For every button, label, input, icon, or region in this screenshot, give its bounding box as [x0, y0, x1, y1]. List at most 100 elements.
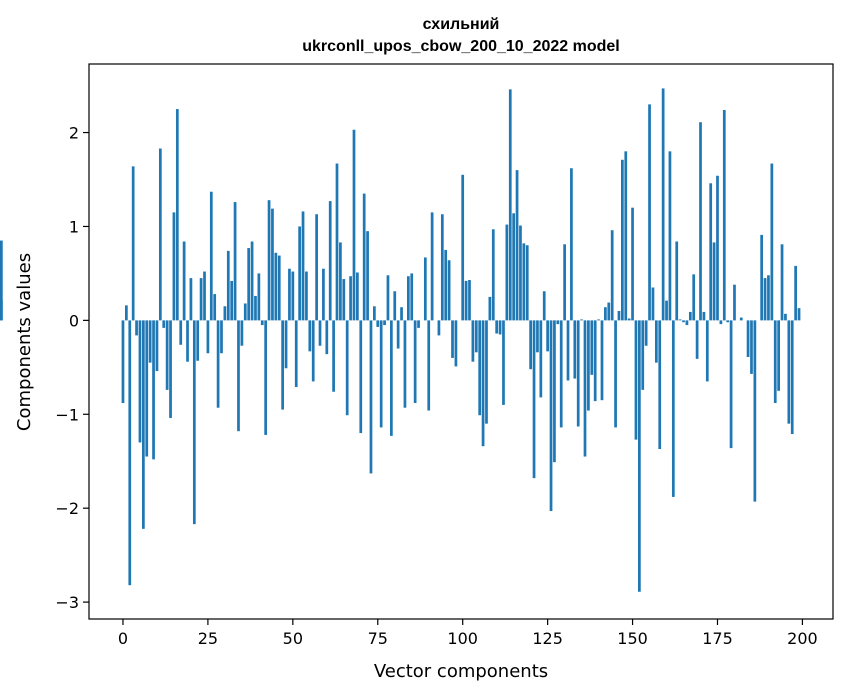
bar-1: [125, 305, 128, 321]
bar-108: [488, 296, 492, 321]
bar-116: [515, 170, 519, 321]
bar-107: [485, 320, 488, 424]
bar-124: [542, 291, 546, 321]
bar-157: [654, 320, 658, 363]
bar-65: [342, 279, 346, 321]
bar-19: [186, 320, 189, 362]
bar-122: [536, 320, 539, 353]
x-axis-label: Vector components: [374, 661, 548, 682]
bar-3: [131, 166, 135, 321]
bar-70: [359, 320, 363, 434]
bar-169: [695, 320, 699, 359]
bar-93: [437, 320, 441, 336]
bar-21: [192, 320, 196, 525]
bar-83: [403, 320, 407, 408]
bar-72: [366, 231, 369, 321]
bar-139: [593, 320, 597, 402]
bar-18: [182, 241, 186, 321]
bar-91: [430, 212, 434, 321]
bar-69: [356, 272, 359, 321]
bar-198: [794, 265, 797, 321]
bar-25: [206, 320, 210, 354]
bar-151: [634, 320, 638, 440]
x-tick-label-0: 0: [118, 629, 128, 648]
bar-147: [621, 159, 624, 321]
x-tick-label-200: 200: [787, 629, 818, 648]
bar-188: [760, 234, 764, 321]
bar-152: [638, 320, 641, 592]
bar-52: [298, 226, 301, 321]
bar-103: [471, 320, 475, 362]
bar-140: [597, 319, 600, 321]
bar-79: [390, 320, 393, 436]
bar-176: [719, 320, 723, 325]
bar-199: [797, 308, 801, 321]
bar-146: [617, 310, 621, 321]
bar-166: [685, 320, 689, 326]
bar-177: [722, 110, 726, 321]
bar-56: [311, 320, 315, 382]
bar-190: [767, 275, 770, 321]
bar-125: [546, 320, 549, 352]
bar-191: [770, 163, 774, 321]
bar-98: [454, 320, 458, 367]
bar-155: [648, 104, 651, 321]
bar-30: [223, 306, 227, 321]
bar-168: [692, 274, 696, 321]
bar-84: [406, 276, 410, 321]
bar-143: [607, 302, 611, 321]
bar-193: [777, 320, 780, 391]
bar-136: [583, 320, 587, 457]
x-axis-ticks: 0 25 50 75 100 125 150 175 200: [118, 619, 818, 648]
bar-126: [549, 320, 553, 511]
bar-149: [627, 318, 631, 321]
bar-148: [624, 151, 628, 321]
bar-180: [733, 284, 736, 321]
bar-59: [322, 268, 325, 321]
bar-82: [400, 307, 403, 321]
bar-13: [165, 320, 169, 390]
bar-17: [179, 320, 183, 345]
bar-36: [243, 303, 247, 321]
bar-14: [169, 320, 172, 419]
bar-159: [661, 88, 665, 321]
bar-73: [369, 320, 373, 474]
bar-48: [284, 320, 288, 369]
bar-110: [495, 320, 499, 334]
bar-38: [250, 241, 254, 321]
bar-5: [138, 320, 142, 443]
bar-76: [379, 320, 383, 428]
bar-41: [260, 320, 264, 326]
bar-101: [464, 280, 468, 321]
bar-174: [712, 242, 716, 321]
bar-57: [315, 214, 318, 321]
bar-104: [474, 320, 478, 353]
bar-123: [539, 320, 543, 398]
bar-192: [773, 320, 777, 404]
bar-32: [230, 280, 234, 321]
bar-135: [580, 319, 583, 321]
y-tick-label--1: −1: [55, 405, 79, 424]
bar-55: [308, 320, 312, 352]
bar-20: [189, 278, 193, 321]
bar-129: [559, 320, 563, 428]
bar-185: [750, 320, 753, 374]
bar-145: [614, 320, 617, 428]
chart-title-line-2: ukrconll_upos_cbow_200_10_2022 model: [302, 38, 619, 55]
bar-53: [301, 211, 305, 321]
bar-114: [508, 89, 512, 321]
bar-40: [257, 273, 261, 321]
bar-60: [325, 320, 329, 355]
bar-47: [281, 320, 284, 410]
bar-111: [498, 320, 502, 335]
bar-109: [491, 229, 495, 321]
x-tick-label-150: 150: [617, 629, 648, 648]
bar-undefined: [0, 300, 3, 321]
bar-121: [532, 320, 536, 479]
bar-85: [410, 273, 414, 321]
bar-33: [233, 202, 237, 321]
bar-62: [332, 320, 335, 392]
bar-130: [563, 244, 566, 321]
x-tick-label-75: 75: [368, 629, 388, 648]
bar-23: [199, 278, 203, 321]
